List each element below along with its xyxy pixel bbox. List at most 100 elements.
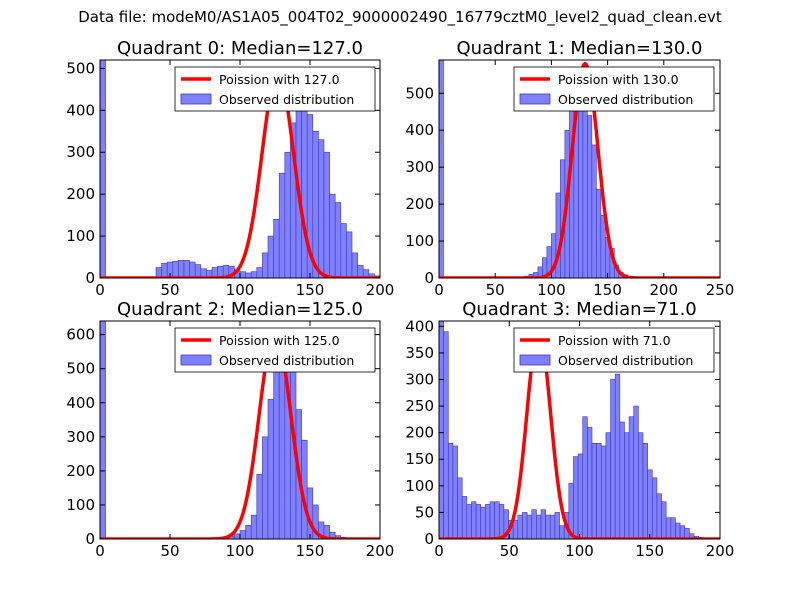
histogram-bar (536, 514, 542, 539)
y-tick-label: 350 (405, 344, 434, 362)
histogram-bar (189, 261, 196, 278)
x-tick-label: 50 (486, 281, 505, 299)
y-tick-label: 400 (66, 101, 95, 119)
histogram-bar (591, 442, 597, 539)
x-tick-label: 150 (593, 281, 622, 299)
y-tick-label: 100 (66, 496, 95, 514)
histogram-bar (591, 144, 597, 278)
x-tick-label: 100 (565, 542, 594, 560)
histogram-bar (628, 416, 635, 539)
histogram-bar (262, 252, 269, 278)
histogram-bar (178, 260, 185, 278)
y-tick-label: 200 (66, 185, 95, 203)
histogram-bar (577, 453, 584, 539)
y-tick-label: 400 (405, 317, 434, 335)
x-tick-label: 200 (366, 542, 395, 560)
histogram-bar (357, 265, 364, 278)
histogram-bar (549, 514, 556, 539)
histogram-bar (480, 506, 486, 539)
histogram-bar (498, 504, 505, 539)
histogram-bar (582, 100, 588, 278)
legend-line-label: Poission with 130.0 (558, 72, 679, 87)
figure-suptitle: Data file: modeM0/AS1A05_004T02_90000024… (78, 8, 722, 26)
histogram-bar (679, 525, 686, 539)
x-tick-label: 50 (500, 542, 519, 560)
histogram-bar (256, 267, 263, 278)
y-tick-label: 200 (66, 462, 95, 480)
legend-bar-swatch (519, 93, 551, 105)
histogram-bar (526, 514, 533, 539)
y-tick-label: 0 (85, 530, 95, 548)
histogram-bar (194, 264, 202, 278)
x-tick-label: 0 (95, 542, 105, 560)
histogram-bar (582, 416, 588, 539)
y-tick-label: 100 (405, 232, 434, 250)
y-tick-label: 600 (66, 326, 95, 344)
histogram-bar (346, 231, 353, 278)
histogram-bar (600, 445, 607, 539)
histogram-bar (273, 354, 280, 539)
y-tick-label: 300 (405, 370, 434, 388)
histogram-bar (234, 533, 241, 539)
y-tick-label: 300 (66, 143, 95, 161)
histogram-bar (318, 139, 325, 278)
panel-title: Quadrant 3: Median=71.0 (462, 299, 697, 320)
y-tick-label: 400 (405, 121, 434, 139)
histogram-bar (312, 130, 319, 278)
panel-title: Quadrant 1: Median=130.0 (457, 38, 703, 59)
x-tick-label: 150 (296, 542, 325, 560)
x-tick-label: 150 (296, 281, 325, 299)
y-tick-label: 0 (424, 530, 434, 548)
histogram-bar (172, 260, 179, 278)
panel-quadrant-0: 0 50 100 150 200 0 100 200 300 400 500 Quadrant 0: … (66, 38, 394, 299)
y-tick-label: 400 (66, 394, 95, 412)
panel-title: Quadrant 2: Median=125.0 (117, 299, 363, 320)
x-tick-label: 0 (434, 542, 444, 560)
x-tick-label: 0 (95, 281, 105, 299)
legend: Poission with 71.0 Observed distribution (513, 327, 715, 373)
histogram-bar (610, 379, 616, 539)
histogram-bar (273, 219, 280, 278)
y-tick-label: 100 (405, 477, 434, 495)
histogram-bar (250, 271, 258, 278)
legend: Poission with 125.0 Observed distribution (174, 327, 376, 373)
x-tick-label: 200 (649, 281, 678, 299)
histogram-bar (485, 504, 491, 539)
histogram-bar (587, 115, 593, 278)
histogram-bar (457, 477, 463, 539)
histogram-bar (471, 501, 477, 539)
histogram-bar (447, 442, 454, 539)
legend: Poission with 130.0 Observed distribution (513, 66, 715, 112)
histogram-bar (638, 432, 644, 539)
legend-bar-label: Observed distribution (219, 92, 354, 107)
histogram-bar (665, 517, 672, 539)
x-tick-label: 100 (537, 281, 566, 299)
x-tick-label: 200 (706, 542, 735, 560)
histogram-bar (489, 501, 495, 539)
histogram-bar (267, 235, 274, 278)
legend-line-label: Poission with 125.0 (219, 333, 340, 348)
histogram-bar (517, 514, 523, 539)
legend-line-label: Poission with 71.0 (558, 333, 671, 348)
y-tick-label: 200 (405, 195, 434, 213)
legend-bar-swatch (519, 354, 551, 366)
panel-quadrant-3: 0 50 100 150 200 0 50 100 150 200 250 300 350 400 Quad… (405, 299, 734, 560)
histogram-bar (545, 514, 551, 539)
histogram-bar (278, 172, 286, 278)
histogram-bar (587, 427, 593, 539)
histogram-bar (600, 214, 606, 278)
legend-bar-swatch (180, 93, 212, 105)
histogram-bar (301, 101, 308, 278)
histogram-bar (605, 432, 611, 539)
histogram-bar (624, 432, 630, 539)
histogram-bar (633, 405, 639, 539)
y-tick-label: 50 (415, 503, 434, 521)
y-tick-label: 100 (66, 227, 95, 245)
histogram-bar (475, 504, 482, 539)
histogram-bar (614, 373, 621, 539)
histogram-bar (466, 504, 472, 539)
histogram-bar (642, 442, 648, 539)
y-tick-label: 0 (85, 269, 95, 287)
histogram-bar (340, 223, 347, 278)
